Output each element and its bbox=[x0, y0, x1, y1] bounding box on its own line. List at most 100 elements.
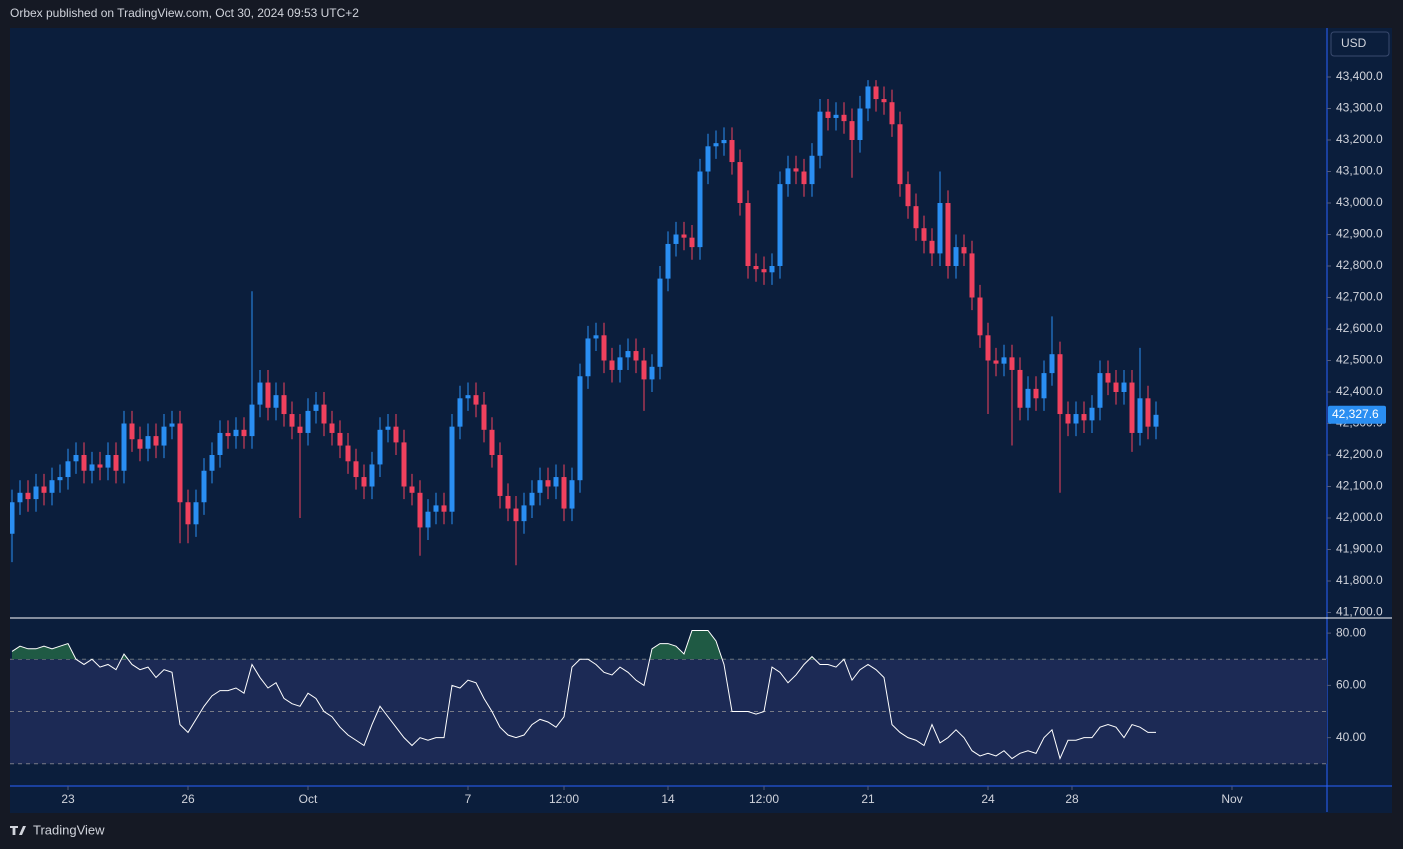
candle-body bbox=[1121, 382, 1127, 393]
candle-body bbox=[593, 335, 599, 339]
y-tick-label: 42,400.0 bbox=[1336, 384, 1383, 398]
candle-body bbox=[57, 477, 63, 481]
candle-body bbox=[489, 429, 495, 456]
candle-body bbox=[1153, 414, 1159, 427]
candle-body bbox=[673, 234, 679, 244]
candle-body bbox=[561, 477, 567, 509]
y-tick-label: 43,100.0 bbox=[1336, 164, 1383, 178]
candle-body bbox=[321, 404, 327, 424]
candle-body bbox=[401, 442, 407, 487]
candle-body bbox=[897, 124, 903, 185]
candle-body bbox=[273, 395, 279, 408]
rsi-tick-label: 60.00 bbox=[1336, 678, 1366, 692]
y-tick-label: 42,500.0 bbox=[1336, 353, 1383, 367]
candle-body bbox=[625, 351, 631, 358]
candle-body bbox=[545, 480, 551, 487]
candle-body bbox=[921, 228, 927, 241]
candle-body bbox=[1113, 382, 1119, 393]
candle-body bbox=[305, 410, 311, 433]
candle-body bbox=[985, 335, 991, 361]
x-tick-label: 21 bbox=[861, 792, 875, 806]
candle-body bbox=[313, 404, 319, 411]
candle-body bbox=[225, 432, 231, 437]
candle-body bbox=[265, 382, 271, 408]
candle-body bbox=[577, 376, 583, 481]
candle-body bbox=[353, 461, 359, 478]
candle-body bbox=[17, 492, 23, 503]
candle-body bbox=[633, 351, 639, 361]
candle-body bbox=[705, 146, 711, 172]
candle-body bbox=[1033, 388, 1039, 399]
candle-body bbox=[10, 502, 15, 534]
y-tick-label: 42,000.0 bbox=[1336, 510, 1383, 524]
candle-body bbox=[569, 480, 575, 509]
candle-body bbox=[1105, 373, 1111, 383]
candle-body bbox=[969, 253, 975, 298]
candle-body bbox=[849, 121, 855, 141]
candle-body bbox=[1065, 414, 1071, 424]
x-tick-label: 14 bbox=[661, 792, 675, 806]
candle-body bbox=[105, 455, 111, 468]
x-tick-label: 12:00 bbox=[549, 792, 579, 806]
candle-body bbox=[977, 297, 983, 336]
candle-body bbox=[473, 395, 479, 405]
candle-body bbox=[409, 486, 415, 493]
rsi-line bbox=[11, 629, 1156, 761]
candle-body bbox=[945, 203, 951, 267]
y-tick-label: 41,800.0 bbox=[1336, 573, 1383, 587]
candle-body bbox=[937, 203, 943, 254]
candle-body bbox=[497, 455, 503, 496]
candle-body bbox=[449, 426, 455, 512]
candle-body bbox=[137, 439, 143, 449]
x-tick-label: 28 bbox=[1065, 792, 1079, 806]
candle-body bbox=[481, 404, 487, 430]
candle-body bbox=[769, 266, 775, 273]
candle-body bbox=[345, 445, 351, 462]
candle-body bbox=[417, 492, 423, 528]
candle-body bbox=[521, 505, 527, 522]
y-tick-label: 42,800.0 bbox=[1336, 258, 1383, 272]
candle-body bbox=[649, 366, 655, 380]
candle-body bbox=[513, 508, 519, 522]
candle-body bbox=[97, 464, 103, 468]
rsi-tick-label: 40.00 bbox=[1336, 730, 1366, 744]
last-price-tag bbox=[1328, 405, 1386, 424]
y-tick-label: 42,200.0 bbox=[1336, 447, 1383, 461]
candle-body bbox=[337, 432, 343, 446]
candle-body bbox=[1129, 382, 1135, 433]
candle-body bbox=[425, 511, 431, 528]
candle-body bbox=[281, 395, 287, 415]
candle-body bbox=[665, 243, 671, 279]
candle-body bbox=[1025, 388, 1031, 408]
candle-body bbox=[777, 184, 783, 267]
candle-body bbox=[953, 247, 959, 267]
candle-body bbox=[385, 426, 391, 430]
candle-body bbox=[721, 140, 727, 144]
candle-body bbox=[169, 423, 175, 427]
candle-body bbox=[713, 143, 719, 147]
rsi-tick-label: 80.00 bbox=[1336, 625, 1366, 639]
currency-label: USD bbox=[1341, 36, 1367, 50]
candle-body bbox=[49, 480, 55, 493]
candle-body bbox=[129, 423, 135, 440]
candle-body bbox=[1057, 354, 1063, 415]
candle-body bbox=[217, 432, 223, 456]
y-tick-label: 43,300.0 bbox=[1336, 101, 1383, 115]
candle-body bbox=[81, 455, 87, 471]
candle-body bbox=[65, 461, 71, 478]
candle-body bbox=[689, 237, 695, 248]
candle-body bbox=[889, 102, 895, 125]
candle-body bbox=[609, 360, 615, 370]
candle-body bbox=[761, 269, 767, 273]
candle-body bbox=[865, 86, 871, 109]
candle-body bbox=[809, 155, 815, 185]
candle-body bbox=[465, 395, 471, 399]
candle-body bbox=[881, 99, 887, 103]
last-price-label: 42,327.6 bbox=[1332, 407, 1379, 421]
currency-button[interactable] bbox=[1330, 31, 1390, 57]
candle-body bbox=[785, 168, 791, 185]
candle-body bbox=[233, 429, 239, 437]
candle-body bbox=[289, 414, 295, 427]
candle-body bbox=[929, 240, 935, 254]
